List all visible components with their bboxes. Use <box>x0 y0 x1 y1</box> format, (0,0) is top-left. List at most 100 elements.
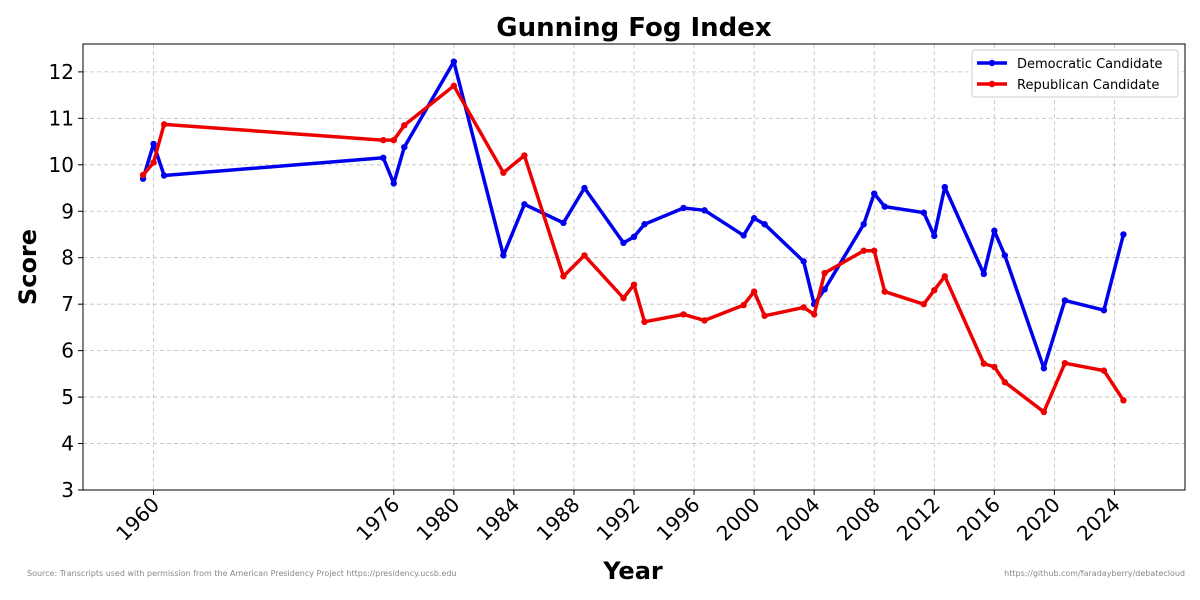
data-point <box>1040 408 1048 416</box>
data-point <box>641 221 648 228</box>
x-tick-label: 2024 <box>1072 493 1125 546</box>
data-point <box>380 136 387 144</box>
data-point <box>380 154 387 162</box>
y-tick-label: 4 <box>61 432 74 456</box>
data-point <box>500 252 507 259</box>
data-point <box>560 273 567 280</box>
y-tick-label: 9 <box>61 199 74 223</box>
data-point <box>1100 367 1108 374</box>
data-point <box>139 171 147 179</box>
x-tick-label: 1988 <box>532 493 585 546</box>
data-point <box>871 247 878 254</box>
data-point <box>761 221 768 228</box>
data-point <box>150 159 157 166</box>
data-point <box>620 239 627 247</box>
data-point <box>931 232 938 240</box>
data-point <box>761 312 768 319</box>
data-point <box>581 252 588 259</box>
legend-marker <box>988 59 996 67</box>
x-tick-label: 2000 <box>712 493 765 546</box>
data-point <box>150 140 157 148</box>
x-tick-label: 1976 <box>351 493 404 546</box>
data-point <box>991 227 998 234</box>
data-point <box>521 152 528 159</box>
grid <box>83 44 1185 491</box>
data-point <box>980 360 988 367</box>
series-line <box>141 59 1126 371</box>
data-point <box>680 311 687 318</box>
series-1 <box>139 82 1127 416</box>
y-tick-label: 11 <box>49 106 74 130</box>
data-point <box>810 311 818 318</box>
data-point <box>860 221 867 228</box>
data-point <box>980 270 988 278</box>
data-point <box>941 273 948 280</box>
legend-label: Republican Candidate <box>1017 78 1159 93</box>
x-axis: 1960 1976 1980 1984 1988 1992 1996 2000 2004 2008… <box>111 490 1125 546</box>
x-tick-label: 1984 <box>471 493 524 546</box>
data-point <box>620 294 627 302</box>
x-tick-label: 2020 <box>1012 493 1065 546</box>
source-note: Source: Transcripts used with permission… <box>27 569 457 578</box>
data-point <box>630 233 638 240</box>
data-point <box>871 190 878 197</box>
x-tick-label: 2004 <box>772 493 825 546</box>
data-point <box>740 232 747 239</box>
series-0 <box>139 58 1127 372</box>
data-point <box>450 82 458 90</box>
data-point <box>991 363 998 371</box>
repo-credit: https://github.com/faradayberry/debatecl… <box>1004 569 1185 578</box>
data-point <box>160 121 168 128</box>
y-tick-label: 6 <box>61 339 74 363</box>
x-tick-label: 1992 <box>592 493 645 546</box>
y-tick-label: 3 <box>61 478 74 502</box>
data-point <box>800 304 807 311</box>
data-point <box>800 258 807 265</box>
data-point <box>821 269 828 277</box>
series-layer <box>139 58 1127 416</box>
data-point <box>521 201 528 208</box>
data-point <box>881 288 888 295</box>
chart-title: Gunning Fog Index <box>496 13 772 43</box>
data-point <box>740 301 747 309</box>
x-tick-label: 2016 <box>952 493 1005 546</box>
data-point <box>701 317 708 324</box>
legend: Democratic Candidate Republican Candidate <box>971 49 1179 98</box>
data-point <box>450 58 458 65</box>
data-point <box>920 209 927 216</box>
data-point <box>931 287 938 294</box>
data-point <box>581 184 588 192</box>
data-point <box>680 204 687 212</box>
data-point <box>1120 397 1127 404</box>
data-point <box>1120 231 1127 238</box>
data-point <box>1040 365 1048 372</box>
y-tick-label: 5 <box>61 385 74 409</box>
data-point <box>701 207 708 214</box>
x-tick-label: 1996 <box>652 493 705 546</box>
x-axis-label: Year <box>602 557 663 585</box>
data-point <box>1061 297 1069 304</box>
y-tick-label: 7 <box>61 292 74 316</box>
data-point <box>560 219 567 227</box>
y-axis-label: Score <box>14 229 42 305</box>
data-point <box>390 136 397 144</box>
y-tick-label: 10 <box>49 153 74 177</box>
data-point <box>390 180 397 187</box>
data-point <box>860 247 867 254</box>
y-tick-label: 8 <box>61 246 74 270</box>
data-point <box>821 286 828 293</box>
legend-label: Democratic Candidate <box>1017 57 1163 72</box>
data-point <box>881 203 888 210</box>
x-tick-label: 2012 <box>892 493 945 546</box>
data-point <box>500 169 507 176</box>
data-point <box>941 183 948 191</box>
x-tick-label: 2008 <box>832 493 885 546</box>
data-point <box>401 143 408 151</box>
x-tick-label: 1980 <box>411 493 464 546</box>
data-point <box>1061 359 1069 367</box>
data-point <box>160 172 168 179</box>
legend-marker <box>988 80 996 88</box>
data-point <box>1100 307 1108 314</box>
data-point <box>750 288 758 295</box>
